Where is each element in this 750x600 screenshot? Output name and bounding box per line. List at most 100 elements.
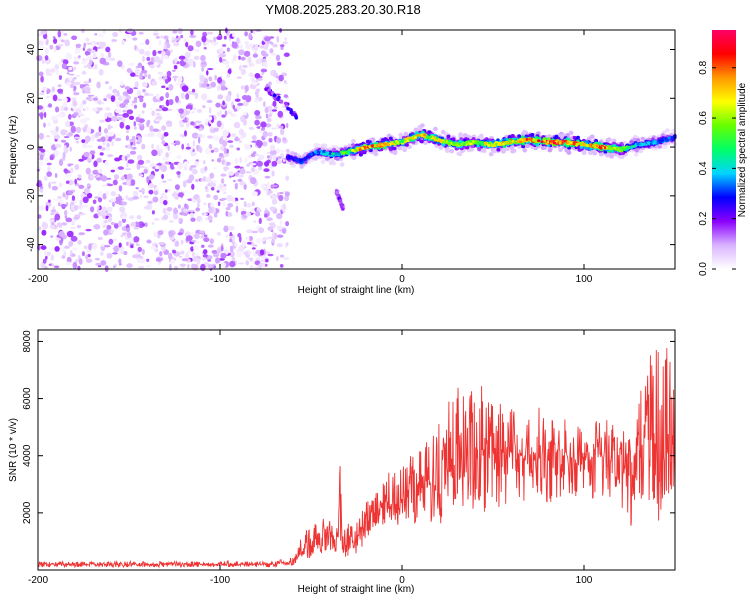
noise-cell [165, 99, 170, 107]
noise-cell [55, 238, 61, 241]
noise-cell [75, 43, 82, 48]
ridge-cell [521, 144, 526, 149]
noise-cell [191, 92, 198, 95]
noise-cell [118, 242, 122, 248]
noise-cell [130, 179, 136, 186]
noise-cell [258, 217, 262, 225]
noise-cell [240, 44, 243, 49]
noise-cell [280, 44, 285, 47]
noise-cell [276, 35, 280, 43]
noise-cell [207, 215, 213, 221]
noise-cell [101, 213, 105, 215]
noise-cell [139, 259, 146, 263]
noise-cell [126, 109, 134, 115]
noise-cell [280, 128, 285, 136]
noise-cell [105, 146, 110, 152]
noise-cell [78, 158, 84, 162]
noise-cell [73, 77, 77, 80]
noise-cell [62, 151, 66, 159]
noise-cell [90, 206, 95, 213]
noise-cell [239, 156, 243, 163]
noise-cell [109, 198, 116, 203]
noise-cell [219, 153, 224, 157]
noise-cell [190, 121, 195, 126]
noise-cell [185, 93, 190, 100]
noise-cell [127, 144, 131, 149]
noise-cell [52, 94, 58, 102]
noise-cell [264, 213, 268, 218]
noise-cell [189, 35, 196, 38]
noise-cell [39, 92, 45, 96]
noise-cell [57, 195, 63, 200]
noise-cell [46, 162, 52, 166]
noise-cell [38, 226, 42, 231]
noise-cell [272, 194, 278, 199]
noise-cell [261, 262, 266, 268]
noise-cell [162, 180, 167, 183]
noise-cell [255, 88, 261, 93]
noise-cell [78, 174, 82, 179]
noise-cell [179, 263, 186, 267]
noise-cell [268, 137, 273, 143]
noise-cell [54, 213, 61, 221]
noise-cell [257, 96, 263, 102]
noise-cell [155, 93, 160, 100]
noise-cell [203, 234, 208, 238]
noise-cell [81, 71, 87, 75]
noise-cell [137, 246, 142, 253]
noise-cell [75, 48, 82, 51]
noise-cell [38, 205, 45, 211]
noise-cell [190, 246, 194, 252]
noise-cell [231, 257, 236, 261]
noise-cell [130, 103, 134, 106]
noise-cell [45, 95, 50, 99]
noise-cell [174, 140, 181, 146]
noise-cell [119, 121, 125, 129]
noise-cell [70, 167, 74, 173]
noise-cell [217, 111, 220, 117]
noise-cell [116, 114, 123, 117]
ridge-cell [339, 162, 345, 167]
noise-cell [180, 239, 184, 245]
noise-cell [177, 162, 184, 170]
noise-cell [166, 207, 173, 212]
noise-cell [252, 253, 259, 257]
noise-cell [213, 194, 219, 201]
noise-cell [44, 47, 49, 55]
noise-cell [234, 242, 238, 247]
noise-cell [136, 90, 142, 97]
noise-cell [271, 127, 277, 130]
noise-cell [181, 143, 185, 150]
branch-cell [294, 114, 298, 118]
ridge-cell [488, 152, 494, 157]
noise-cell [126, 231, 132, 239]
noise-cell [187, 58, 194, 64]
noise-cell [81, 251, 85, 257]
ridge-cell [398, 132, 404, 138]
ridge-cell [517, 134, 522, 138]
noise-cell [134, 81, 139, 88]
noise-cell [215, 41, 219, 46]
noise-cell [209, 172, 215, 179]
noise-cell [49, 223, 56, 230]
noise-cell [204, 217, 209, 221]
noise-cell [71, 35, 78, 41]
noise-cell [180, 250, 185, 255]
noise-cell [284, 37, 287, 41]
noise-cell [110, 169, 116, 173]
noise-cell [155, 165, 160, 170]
ridge-cell [313, 142, 319, 148]
noise-cell [283, 257, 290, 261]
ridge-cell [433, 126, 438, 132]
noise-cell [140, 174, 144, 177]
noise-cell [85, 258, 93, 263]
noise-cell [42, 86, 48, 91]
noise-cell [157, 230, 164, 236]
noise-cell [205, 118, 209, 123]
noise-cell [216, 158, 222, 163]
noise-cell [235, 105, 242, 110]
noise-cell [133, 226, 139, 230]
noise-cell [222, 139, 228, 147]
noise-cell [136, 47, 139, 52]
noise-cell [50, 235, 54, 238]
